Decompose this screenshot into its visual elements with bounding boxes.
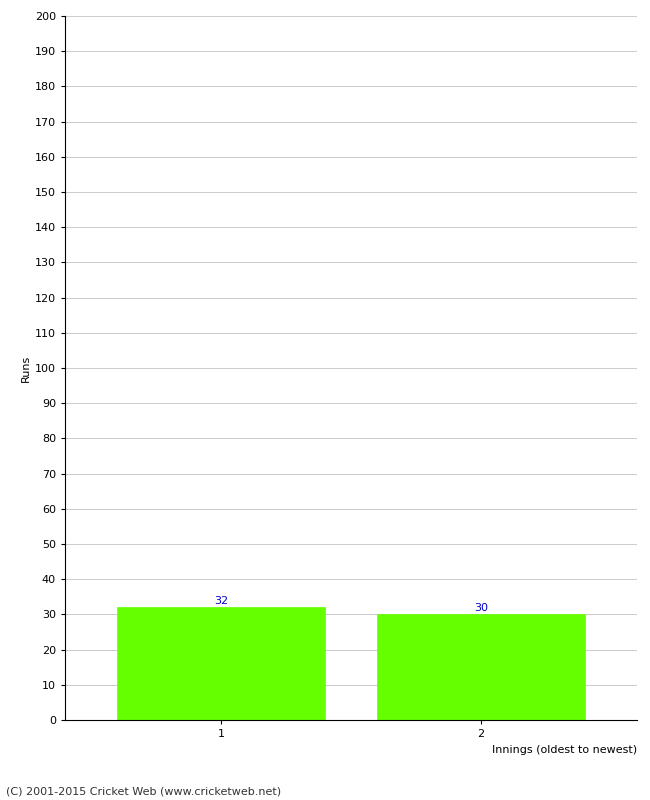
Text: 30: 30 (474, 602, 488, 613)
Text: 32: 32 (214, 595, 228, 606)
Text: (C) 2001-2015 Cricket Web (www.cricketweb.net): (C) 2001-2015 Cricket Web (www.cricketwe… (6, 786, 281, 796)
Bar (377, 614, 585, 720)
Bar (117, 607, 325, 720)
X-axis label: Innings (oldest to newest): Innings (oldest to newest) (492, 745, 637, 754)
Y-axis label: Runs: Runs (21, 354, 31, 382)
